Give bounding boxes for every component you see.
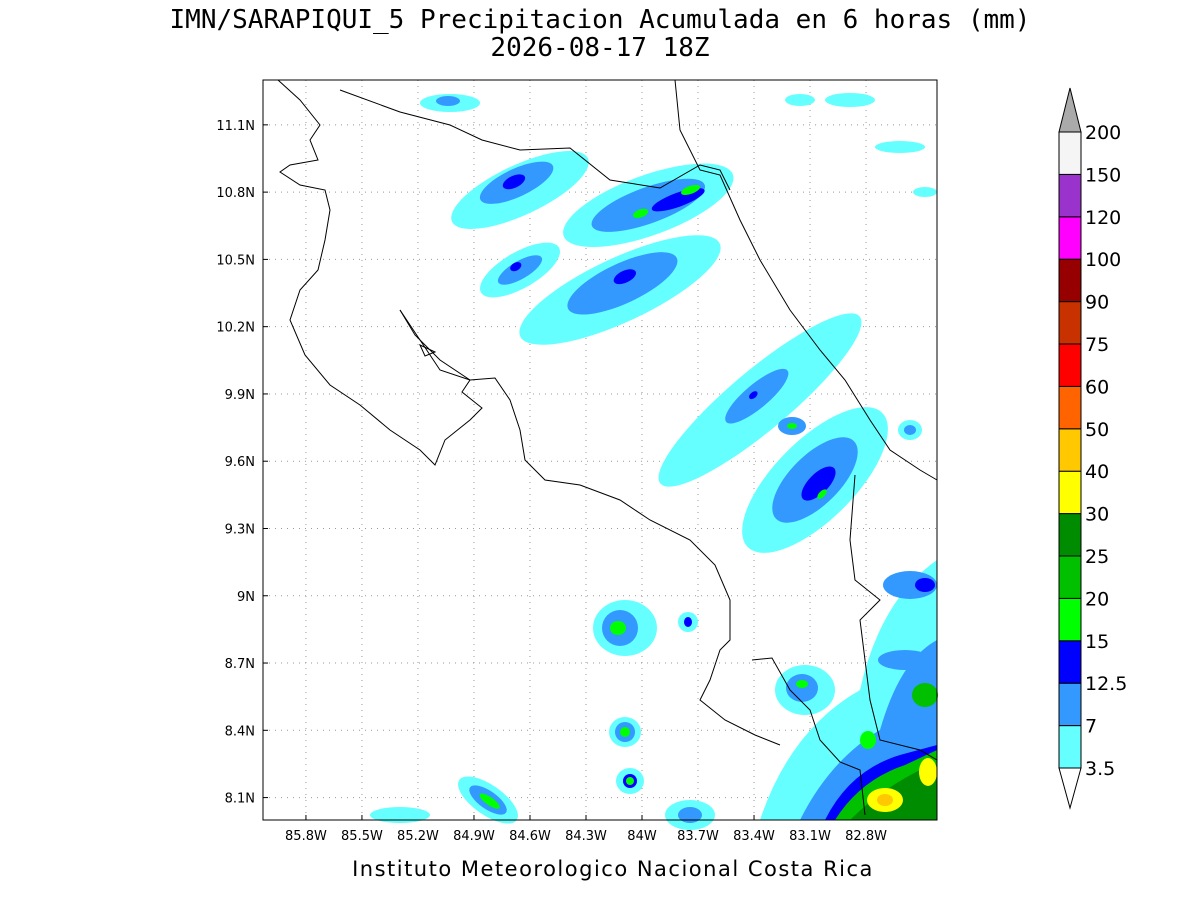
x-tick-label: 84.6W bbox=[509, 829, 551, 844]
colorbar-label: 50 bbox=[1085, 419, 1109, 441]
colorbar-box bbox=[1058, 301, 1082, 345]
y-tick-label: 9N bbox=[237, 590, 255, 605]
colorbar-label: 7 bbox=[1085, 716, 1097, 738]
colorbar-label: 60 bbox=[1085, 376, 1109, 398]
y-tick-label: 8.1N bbox=[225, 792, 255, 807]
y-tick-label: 8.4N bbox=[225, 724, 255, 739]
x-tick-label: 84.3W bbox=[565, 829, 607, 844]
subtitle: 2026-08-17 18Z bbox=[490, 33, 709, 63]
precipitation bbox=[370, 93, 938, 830]
x-tick-label: 84W bbox=[627, 829, 657, 844]
y-tick-label: 8.7N bbox=[225, 657, 255, 672]
colorbar-label: 20 bbox=[1085, 588, 1109, 610]
colorbar-box bbox=[1058, 470, 1082, 515]
y-tick-label: 9.6N bbox=[225, 455, 255, 470]
colorbar-label: 3.5 bbox=[1085, 758, 1115, 780]
footer: Instituto Meteorologico Nacional Costa R… bbox=[352, 857, 874, 881]
y-tick-label: 10.5N bbox=[216, 253, 255, 268]
colorbar-box bbox=[1058, 597, 1082, 642]
x-tick-label: 83.7W bbox=[677, 829, 719, 844]
y-tick-label: 10.2N bbox=[216, 321, 255, 336]
colorbar-label: 30 bbox=[1085, 504, 1109, 526]
colorbar-label: 150 bbox=[1085, 164, 1121, 186]
map-frame bbox=[262, 79, 938, 821]
y-tick-label: 9.3N bbox=[225, 522, 255, 537]
colorbar-label: 200 bbox=[1085, 122, 1121, 144]
colorbar-label: 12.5 bbox=[1085, 673, 1127, 695]
colorbar-over bbox=[1058, 87, 1082, 133]
colorbar-label: 100 bbox=[1085, 249, 1121, 271]
colorbar-label: 90 bbox=[1085, 292, 1109, 314]
x-tick-label: 85.8W bbox=[285, 829, 327, 844]
y-tick-label: 11.1N bbox=[216, 119, 255, 134]
x-tick-label: 83.1W bbox=[789, 829, 831, 844]
coastlines bbox=[277, 79, 938, 816]
y-tick-label: 9.9N bbox=[225, 388, 255, 403]
title: IMN/SARAPIQUI_5 Precipitacion Acumulada … bbox=[170, 5, 1031, 35]
colorbar-box bbox=[1058, 640, 1082, 684]
colorbar-box bbox=[1058, 555, 1082, 599]
colorbar-under bbox=[1058, 767, 1082, 810]
colorbar-box bbox=[1058, 428, 1082, 472]
colorbar-box bbox=[1058, 131, 1082, 175]
colorbar-box bbox=[1058, 682, 1082, 727]
colorbar-box bbox=[1058, 385, 1082, 430]
colorbar: 3.5 7 12.5 15 20 25 30 40 50 60 75 90 100 120 150 200 bbox=[1058, 87, 1127, 810]
colorbar-label: 120 bbox=[1085, 207, 1121, 229]
colorbar-box bbox=[1058, 343, 1082, 387]
colorbar-box bbox=[1058, 216, 1082, 260]
colorbar-label: 40 bbox=[1085, 461, 1109, 483]
x-tick-label: 84.9W bbox=[453, 829, 495, 844]
x-tick-label: 85.2W bbox=[397, 829, 439, 844]
x-tick-label: 85.5W bbox=[341, 829, 383, 844]
colorbar-label: 15 bbox=[1085, 631, 1109, 653]
y-tick-label: 10.8N bbox=[216, 186, 255, 201]
colorbar-box bbox=[1058, 258, 1082, 303]
x-tick-label: 82.8W bbox=[845, 829, 887, 844]
colorbar-label: 25 bbox=[1085, 546, 1109, 568]
colorbar-box bbox=[1058, 513, 1082, 557]
colorbar-label: 75 bbox=[1085, 334, 1109, 356]
colorbar-box bbox=[1058, 725, 1082, 769]
colorbar-box bbox=[1058, 173, 1082, 218]
x-tick-label: 83.4W bbox=[733, 829, 775, 844]
